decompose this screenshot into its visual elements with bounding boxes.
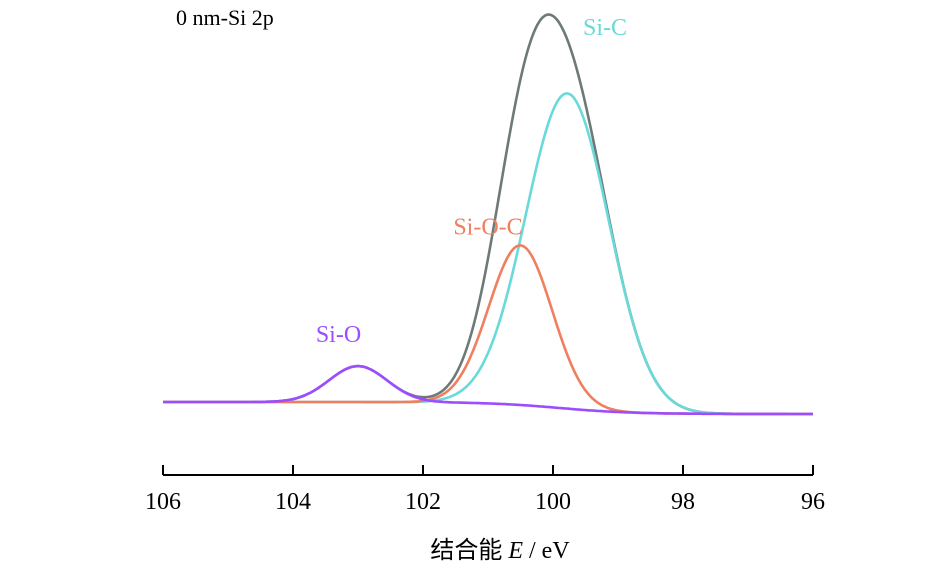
x-axis-title-unit: / eV [523, 538, 570, 564]
si-c-peak-label: Si-C [583, 15, 627, 41]
x-tick-label-98: 98 [671, 489, 695, 515]
x-tick-label-104: 104 [275, 489, 311, 515]
x-tick-label-102: 102 [405, 489, 441, 515]
si-o-peak-label: Si-O [316, 322, 361, 348]
x-axis-title: 结合能 E / eV [430, 537, 570, 564]
peak-labels-layer: Si-C Si-O-C Si-O [316, 15, 627, 348]
x-axis-title-prefix: 结合能 [430, 537, 508, 564]
si-o-c-peak-label: Si-O-C [453, 214, 522, 240]
x-axis-title-symbol: E [507, 538, 523, 564]
x-axis: 106 104 102 100 98 96 [145, 465, 825, 515]
curves-layer [163, 13, 813, 416]
x-tick-label-100: 100 [535, 489, 571, 515]
x-tick-label-96: 96 [801, 489, 825, 515]
si-o-c-peak-curve [163, 244, 813, 416]
x-tick-label-106: 106 [145, 489, 181, 515]
panel-label: 0 nm-Si 2p [176, 5, 274, 30]
si-o-peak-curve [163, 364, 813, 416]
